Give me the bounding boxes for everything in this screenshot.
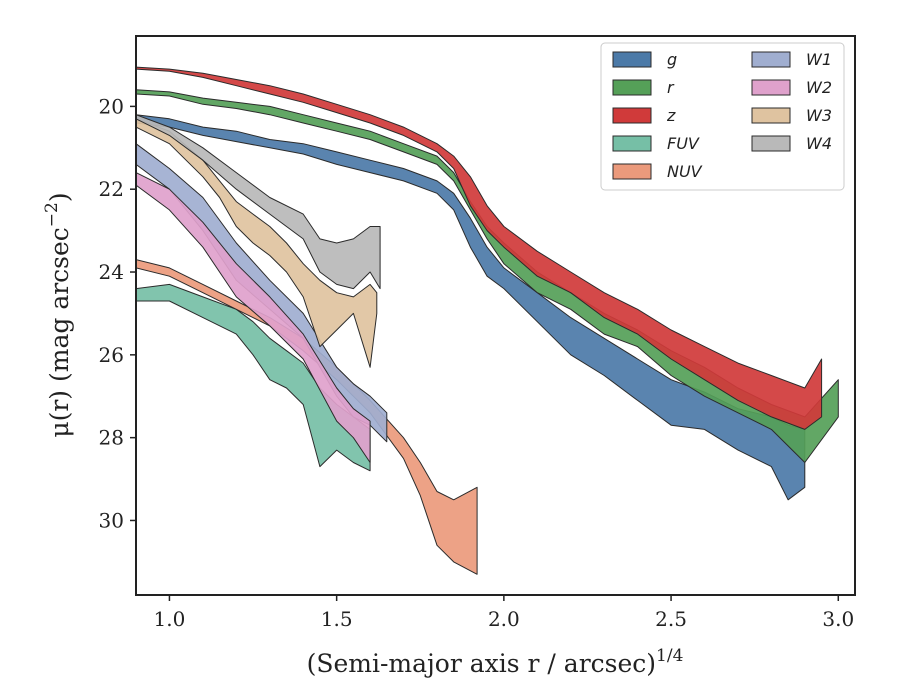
x-tick-label: 1.0 [154,607,186,631]
legend-swatch-r [612,79,652,96]
band-w2 [136,172,371,463]
legend-swatch-nuv [612,163,652,180]
legend-label-z: z [666,106,676,125]
legend-swatch-g [612,51,652,68]
legend-swatch-w2 [751,79,791,96]
legend-swatch-z [612,107,652,124]
y-tick-label: 22 [99,177,124,201]
legend-label-nuv: NUV [667,162,703,181]
band-w4 [136,114,381,290]
legend-label-g: g [667,50,677,69]
profile-bands [136,66,839,575]
legend-label-w1: W1 [806,50,832,69]
x-tick-label: 3.0 [822,607,854,631]
y-axis-label: μ(r) (mag arcsec−2) [42,192,74,437]
x-tick-label: 1.5 [321,607,353,631]
band-z [136,66,823,430]
y-tick-label: 28 [99,426,124,450]
band-w3 [136,118,378,368]
x-axis-ticks: 1.0 1.5 2.0 2.5 3.0 [154,595,854,631]
legend-label-r: r [667,78,675,97]
band-g [136,114,806,501]
y-tick-label: 26 [99,343,124,367]
legend-swatch-w4 [751,135,791,152]
x-tick-label: 2.0 [488,607,520,631]
y-tick-label: 30 [99,508,124,532]
legend-swatch-fuv [612,135,652,152]
legend-swatch-w1 [751,51,791,68]
plot-frame [135,35,856,596]
legend-label-w2: W2 [806,78,832,97]
x-tick-label: 2.5 [655,607,687,631]
y-tick-label: 20 [99,94,124,118]
legend-label-w4: W4 [806,134,832,153]
y-tick-label: 24 [99,260,124,284]
legend-label-fuv: FUV [667,134,700,153]
band-fuv [136,283,371,472]
band-r [136,89,839,463]
y-axis-ticks: 20 22 24 26 28 30 [99,94,136,532]
x-axis-label: (Semi-major axis r / arcsec)1/4 [307,646,684,678]
legend-label-w3: W3 [806,106,832,125]
legend: grz FUV NUV W1 W2 W3 W4 [600,42,845,191]
legend-swatch-w3 [751,107,791,124]
